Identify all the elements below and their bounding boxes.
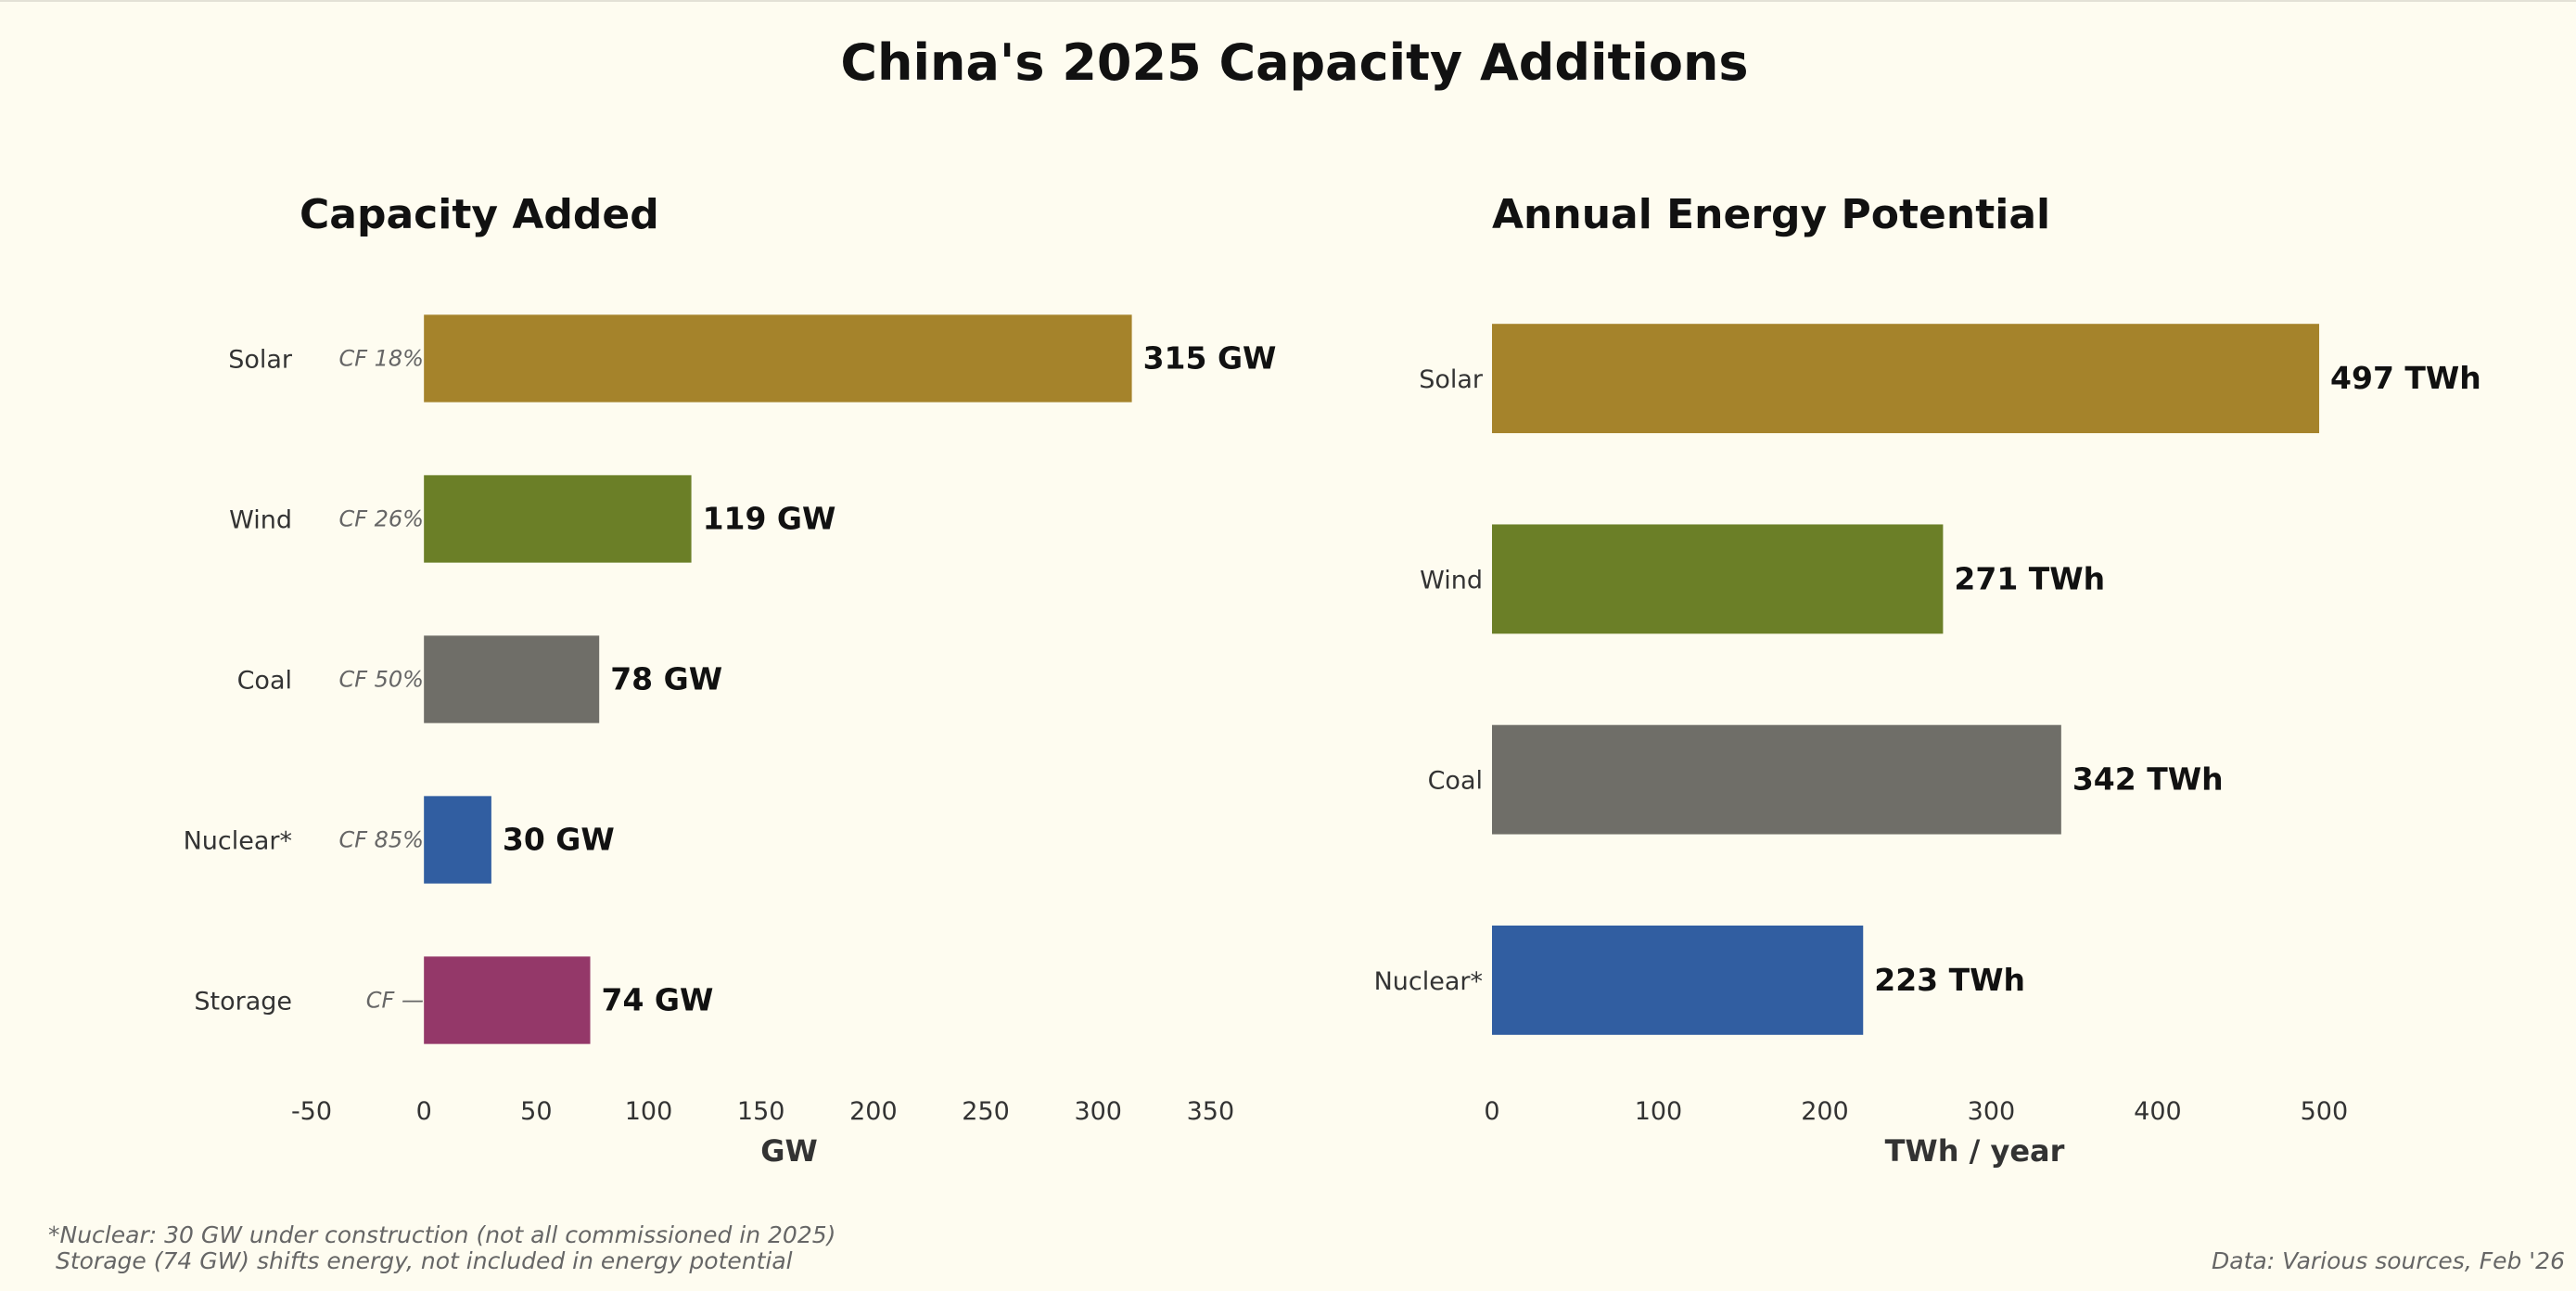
- capacity-value-label-solar: 315 GW: [1143, 340, 1277, 377]
- capacity-x-tick-250: 250: [962, 1097, 1010, 1126]
- energy-bar-coal: [1492, 724, 2061, 835]
- capacity-value-label-nuclear: 30 GW: [503, 822, 615, 858]
- capacity-x-tick-0: 0: [416, 1097, 432, 1126]
- energy-potential-panel: Annual Energy Potential Solar 497 TWh Wind…: [1374, 191, 2481, 1169]
- footnote-storage: Storage (74 GW) shifts energy, not inclu…: [48, 1247, 793, 1274]
- energy-category-label-coal: Coal: [1428, 767, 1483, 796]
- capacity-category-label-storage: Storage: [194, 988, 292, 1016]
- data-source: Data: Various sources, Feb '26: [2212, 1247, 2565, 1274]
- footnote-nuclear: *Nuclear: 30 GW under construction (not …: [48, 1221, 835, 1248]
- capacity-bar-storage: [424, 956, 591, 1044]
- energy-x-tick-400: 400: [2134, 1097, 2182, 1126]
- energy-panel-title: Annual Energy Potential: [1492, 191, 2050, 238]
- capacity-cf-label-coal: CF 50%: [338, 667, 424, 693]
- energy-bar-nuclear: [1492, 925, 1864, 1035]
- capacity-cf-label-nuclear: CF 85%: [338, 827, 424, 853]
- capacity-category-label-nuclear: Nuclear*: [184, 827, 292, 856]
- capacity-x-tick-150: 150: [737, 1097, 785, 1126]
- capacity-category-label-coal: Coal: [237, 667, 292, 696]
- energy-x-tick-300: 300: [1968, 1097, 2016, 1126]
- capacity-category-label-solar: Solar: [228, 346, 293, 375]
- capacity-bar-solar: [424, 314, 1132, 403]
- energy-x-tick-500: 500: [2301, 1097, 2349, 1126]
- capacity-value-label-coal: 78 GW: [610, 661, 722, 697]
- energy-x-axis-label: TWh / year: [1885, 1133, 2065, 1169]
- capacity-x-tick-minus-50: -50: [291, 1097, 332, 1126]
- capacity-x-tick-100: 100: [625, 1097, 673, 1126]
- energy-category-label-wind: Wind: [1420, 566, 1483, 594]
- energy-x-tick-200: 200: [1801, 1097, 1849, 1126]
- energy-bar-wind: [1492, 524, 1944, 634]
- energy-category-label-nuclear: Nuclear*: [1374, 967, 1483, 996]
- capacity-added-panel: Capacity Added Solar CF 18% 315 GW Wind CF 2…: [184, 191, 1277, 1169]
- energy-value-label-solar: 497 TWh: [2330, 360, 2481, 396]
- capacity-panel-title: Capacity Added: [300, 191, 659, 238]
- energy-x-tick-0: 0: [1484, 1097, 1499, 1126]
- capacity-bar-coal: [424, 635, 600, 723]
- capacity-bar-wind: [424, 475, 692, 563]
- capacity-cf-label-solar: CF 18%: [338, 346, 424, 372]
- capacity-category-label-wind: Wind: [229, 506, 292, 535]
- capacity-value-label-wind: 119 GW: [703, 501, 836, 537]
- capacity-x-tick-300: 300: [1074, 1097, 1122, 1126]
- capacity-x-tick-350: 350: [1187, 1097, 1235, 1126]
- capacity-cf-label-wind: CF 26%: [338, 506, 424, 532]
- capacity-x-axis-label: GW: [760, 1133, 818, 1169]
- capacity-value-label-storage: 74 GW: [602, 982, 714, 1018]
- capacity-x-tick-50: 50: [520, 1097, 552, 1126]
- energy-category-label-solar: Solar: [1419, 365, 1484, 394]
- energy-value-label-nuclear: 223 TWh: [1874, 962, 2025, 998]
- energy-x-tick-100: 100: [1635, 1097, 1683, 1126]
- energy-value-label-wind: 271 TWh: [1954, 560, 2105, 596]
- energy-bar-solar: [1492, 324, 2320, 434]
- capacity-x-tick-200: 200: [849, 1097, 898, 1126]
- capacity-bar-nuclear: [424, 796, 491, 884]
- energy-value-label-coal: 342 TWh: [2072, 761, 2224, 798]
- chart-title: China's 2025 Capacity Additions: [840, 33, 1748, 92]
- capacity-cf-label-storage: CF —: [366, 988, 424, 1014]
